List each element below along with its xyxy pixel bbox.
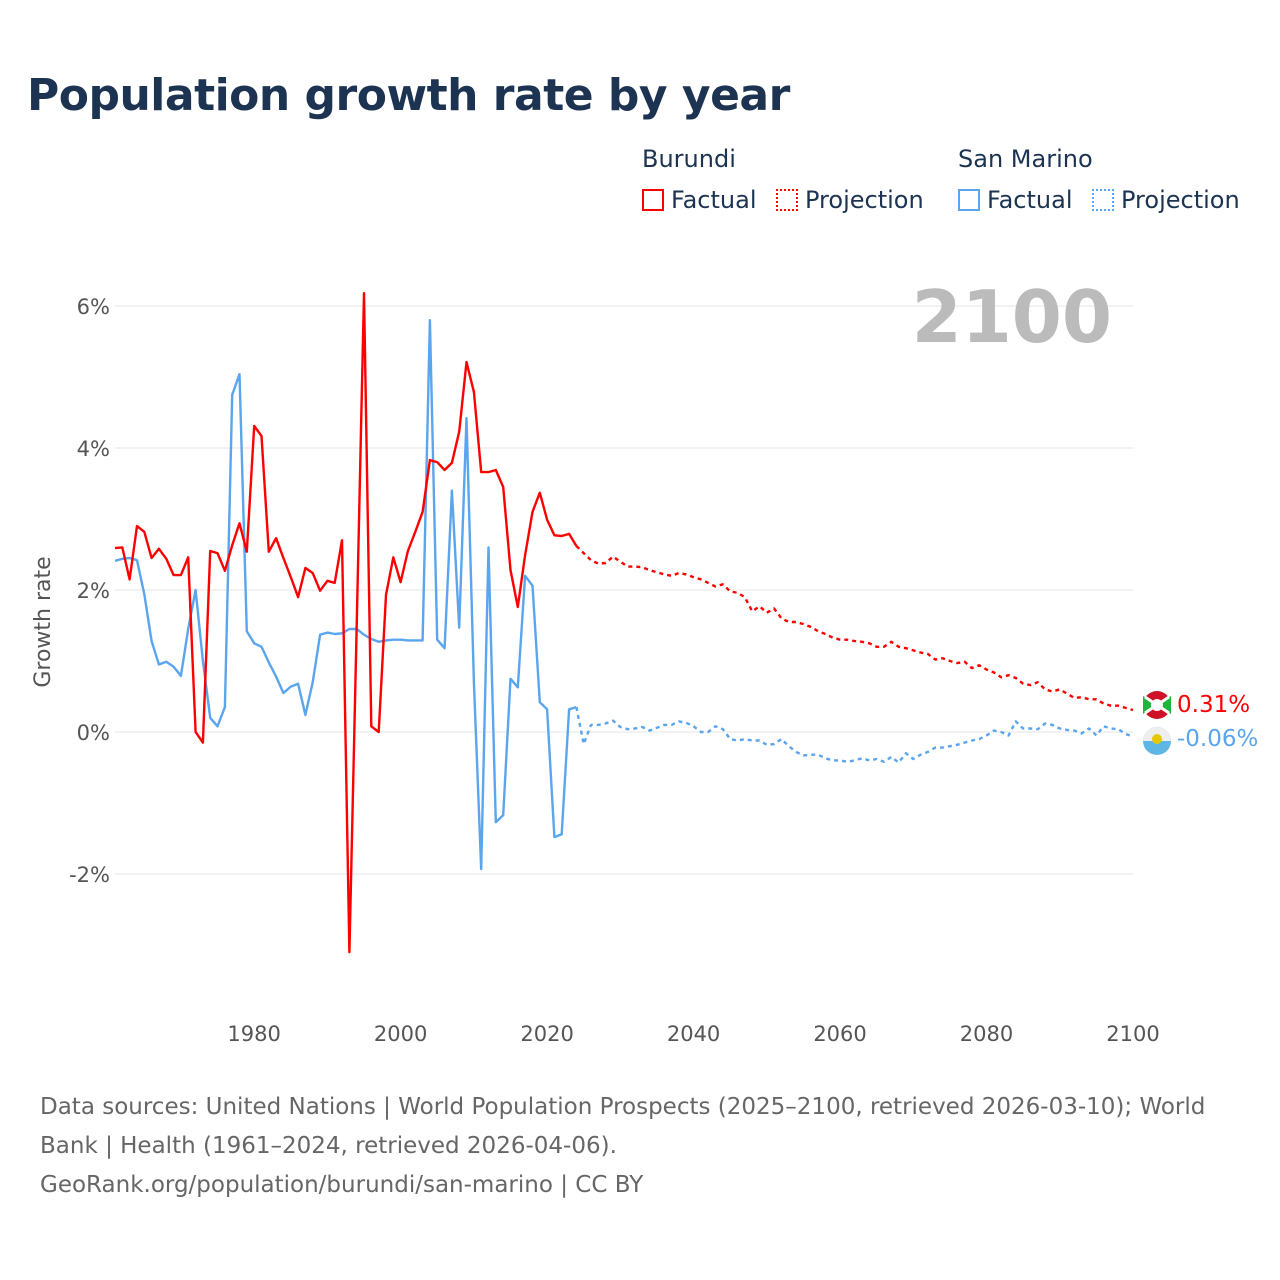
x-tick-label: 2040 — [667, 1022, 720, 1046]
y-tick-label: 6% — [77, 295, 110, 319]
legend-burundi-projection[interactable]: Projection — [776, 186, 924, 214]
san-marino-end-label: -0.06% — [1177, 726, 1258, 752]
flag-disc — [1151, 699, 1163, 711]
solid-swatch-icon — [958, 189, 980, 211]
chart-title: Population growth rate by year — [27, 70, 790, 121]
legend-label: Factual — [671, 186, 757, 214]
legend-label: Projection — [1121, 186, 1240, 214]
legend-san-marino-factual[interactable]: Factual — [958, 186, 1073, 214]
burundi-end-label: 0.31% — [1177, 692, 1250, 718]
legend-san-marino-heading: San Marino — [958, 145, 1093, 173]
x-tick-label: 2080 — [960, 1022, 1013, 1046]
year-indicator: 2100 — [912, 275, 1112, 359]
x-tick-label: 2060 — [813, 1022, 866, 1046]
dotted-swatch-icon — [776, 189, 798, 211]
burundi-factual-line — [114, 292, 578, 954]
y-tick-label: 0% — [77, 721, 110, 745]
burundi-projection-line — [575, 545, 1134, 712]
y-tick-label: 4% — [77, 437, 110, 461]
flag-emblem — [1152, 734, 1162, 744]
x-tick-label: 2100 — [1106, 1022, 1159, 1046]
legend-label: Factual — [987, 186, 1073, 214]
san-marino-flag-icon — [1143, 727, 1171, 755]
x-tick-label: 2020 — [520, 1022, 573, 1046]
legend-san-marino-projection[interactable]: Projection — [1092, 186, 1240, 214]
footer: Data sources: United Nations | World Pop… — [40, 1088, 1240, 1205]
san-marino-projection-line — [575, 706, 1134, 764]
solid-swatch-icon — [642, 189, 664, 211]
legend-burundi-heading: Burundi — [642, 145, 736, 173]
y-tick-label: 2% — [77, 579, 110, 603]
legend-label: Projection — [805, 186, 924, 214]
credit-link[interactable]: GeoRank.org/population/burundi/san-marin… — [40, 1172, 644, 1198]
y-axis-label: Growth rate — [31, 556, 56, 687]
san-marino-factual-line — [114, 319, 577, 871]
data-sources: Data sources: United Nations | World Pop… — [40, 1094, 1206, 1159]
burundi-flag-icon — [1143, 691, 1171, 719]
legend-burundi-factual[interactable]: Factual — [642, 186, 757, 214]
y-tick-label: -2% — [69, 863, 110, 887]
x-tick-label: 1980 — [227, 1022, 280, 1046]
dotted-swatch-icon — [1092, 189, 1114, 211]
x-tick-label: 2000 — [374, 1022, 427, 1046]
